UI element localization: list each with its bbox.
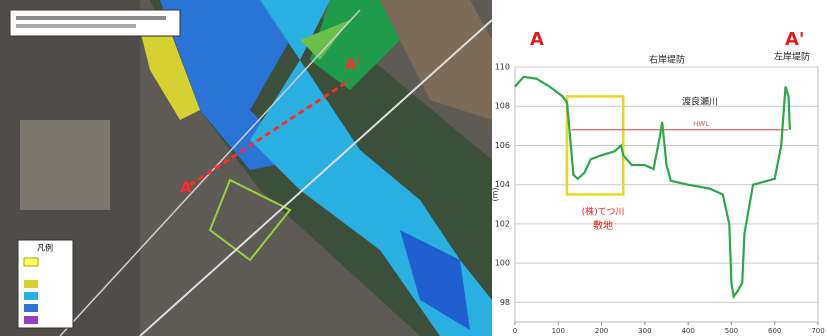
y-tick-label: 98 bbox=[500, 298, 510, 307]
y-axis-label: (m) bbox=[491, 187, 500, 201]
x-tick-label: 700 bbox=[811, 327, 824, 335]
annotation: 右岸堤防 bbox=[649, 54, 685, 66]
corner-label: A bbox=[530, 29, 544, 50]
y-tick-label: 106 bbox=[495, 141, 510, 150]
x-tick-label: 500 bbox=[725, 327, 738, 335]
x-tick-label: 300 bbox=[638, 327, 651, 335]
x-tick-label: 200 bbox=[595, 327, 608, 335]
x-tick-label: 0 bbox=[513, 327, 517, 335]
annotation: 敷地 bbox=[593, 219, 613, 232]
annotation: (株)てつ川 bbox=[582, 206, 625, 218]
plot-frame bbox=[515, 67, 818, 322]
y-tick-label: 100 bbox=[495, 259, 510, 268]
reference-label: HWL bbox=[693, 120, 709, 128]
legend-title: 凡例 bbox=[37, 243, 53, 253]
x-tick-label: 100 bbox=[552, 327, 565, 335]
aerial-map: 凡例 A A' bbox=[0, 0, 492, 336]
y-tick-label: 110 bbox=[495, 63, 510, 72]
section-label: A bbox=[180, 179, 192, 197]
figure: 凡例 A A' 98100102104106108110010020030040… bbox=[0, 0, 827, 336]
section-label: A' bbox=[345, 56, 361, 74]
page: 凡例 A A' 98100102104106108110010020030040… bbox=[0, 0, 827, 336]
annotation: 左岸堤防 bbox=[774, 51, 810, 63]
y-tick-label: 108 bbox=[495, 102, 510, 111]
x-tick-label: 600 bbox=[768, 327, 781, 335]
x-tick-label: 400 bbox=[681, 327, 694, 335]
annotation: 渡良瀬川 bbox=[682, 96, 718, 108]
corner-label: A' bbox=[785, 29, 804, 50]
y-tick-label: 102 bbox=[495, 219, 510, 228]
